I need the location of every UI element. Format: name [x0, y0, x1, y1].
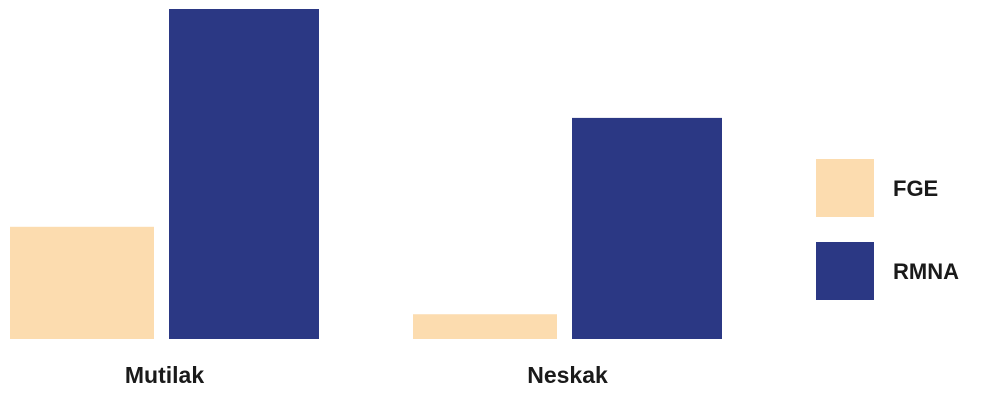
- legend-swatch-fge: [816, 159, 874, 217]
- category-labels: Mutilak Neskak: [125, 362, 608, 388]
- legend-swatch-rmna: [816, 242, 874, 300]
- legend-label-fge: FGE: [893, 176, 938, 201]
- category-label-mutilak: Mutilak: [125, 362, 204, 388]
- bars-layer: [10, 9, 722, 340]
- legend: FGE RMNA: [816, 159, 959, 300]
- bar-rmna-neskak: [572, 117, 722, 340]
- bar-fge-mutilak: [10, 226, 154, 339]
- bar-fge-neskak: [413, 314, 557, 339]
- legend-label-rmna: RMNA: [893, 259, 959, 284]
- category-label-neskak: Neskak: [527, 362, 608, 388]
- bar-rmna-mutilak: [169, 9, 319, 339]
